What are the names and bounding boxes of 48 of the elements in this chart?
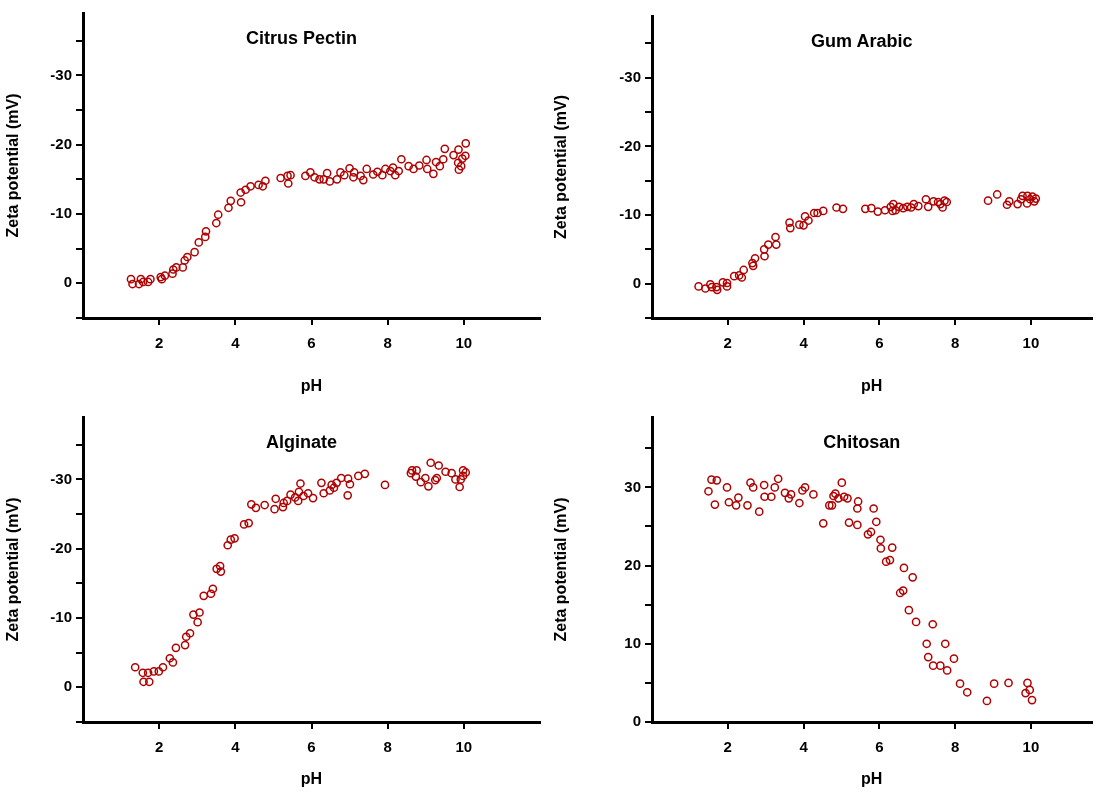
y-tick-label: -10 xyxy=(619,205,641,223)
y-tick-label: 10 xyxy=(624,633,641,651)
x-tick-label: 10 xyxy=(455,334,473,352)
y-tick-label: -30 xyxy=(50,469,72,487)
x-axis-title: pH xyxy=(861,769,883,787)
x-tick-label: 8 xyxy=(383,738,392,756)
y-tick-label: 0 xyxy=(63,677,72,695)
y-tick-label: 0 xyxy=(632,712,641,730)
x-tick-label: 6 xyxy=(307,334,316,352)
text: Chitosan xyxy=(823,431,901,452)
y-axis-title: Zeta potential (mV) xyxy=(552,497,570,642)
y-tick-label: -10 xyxy=(50,608,72,626)
y-tick-label: -20 xyxy=(619,136,641,154)
y-tick-label: -20 xyxy=(50,134,72,152)
y-tick-label: 0 xyxy=(632,273,641,291)
x-tick-label: 6 xyxy=(875,738,884,756)
text: Gum Arabic xyxy=(811,30,913,51)
x-tick-label: 4 xyxy=(799,334,809,352)
y-tick-label: 20 xyxy=(624,555,641,573)
x-tick-label: 2 xyxy=(723,334,732,352)
x-tick-label: 4 xyxy=(231,334,241,352)
x-tick-label: 2 xyxy=(154,334,164,352)
y-tick-label: 30 xyxy=(624,477,641,495)
y-tick-label: -30 xyxy=(50,65,72,83)
x-tick-label: 2 xyxy=(154,738,164,756)
x-tick-label: 8 xyxy=(950,334,960,352)
y-axis-title: Zeta potential (mV) xyxy=(552,94,570,240)
y-tick-label: -10 xyxy=(50,204,72,222)
x-tick-label: 10 xyxy=(1022,738,1040,756)
x-tick-label: 4 xyxy=(231,738,241,756)
text: Alginate xyxy=(265,431,338,452)
y-tick-label: -30 xyxy=(619,67,641,85)
x-tick-label: 6 xyxy=(875,334,884,352)
x-axis-title: pH xyxy=(300,376,323,394)
x-tick-label: 10 xyxy=(455,738,473,756)
y-axis-title: Zeta potential (mV) xyxy=(4,93,22,238)
y-tick-label: 0 xyxy=(63,273,72,291)
x-tick-label: 10 xyxy=(1022,334,1040,352)
x-tick-label: 2 xyxy=(723,738,732,756)
y-axis-title: Zeta potential (mV) xyxy=(4,497,22,642)
text: Citrus Pectin xyxy=(245,27,358,48)
x-axis-title: pH xyxy=(861,376,883,394)
x-tick-label: 4 xyxy=(799,738,809,756)
x-tick-label: 6 xyxy=(307,738,316,756)
x-tick-label: 8 xyxy=(383,334,392,352)
x-tick-label: 8 xyxy=(950,738,960,756)
x-axis-title: pH xyxy=(300,769,323,787)
y-tick-label: -20 xyxy=(50,538,72,556)
